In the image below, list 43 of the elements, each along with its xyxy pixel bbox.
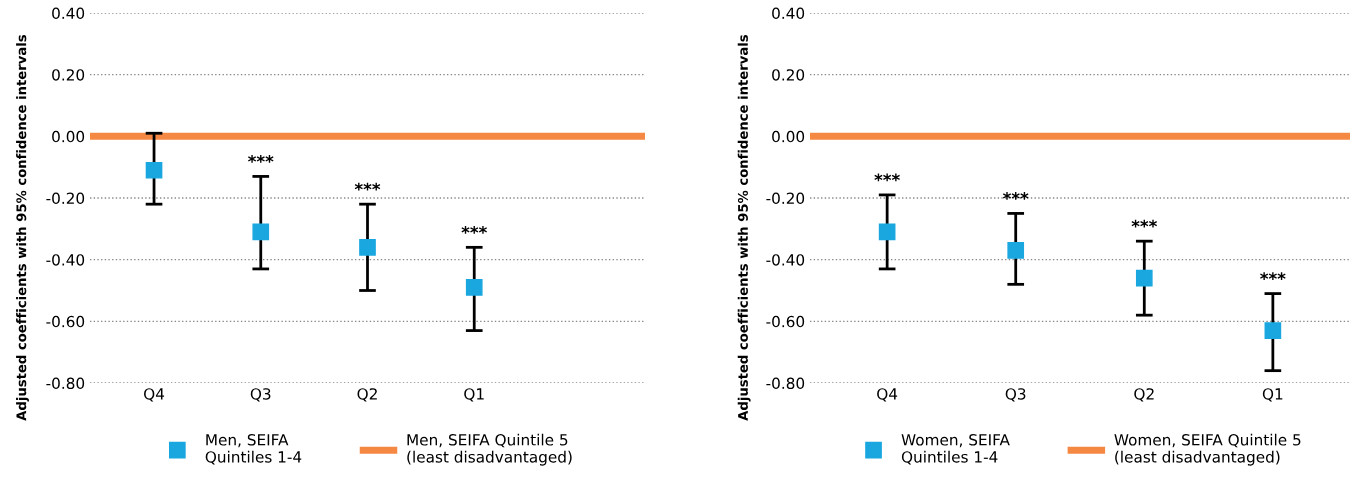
annotation: *** <box>1131 219 1158 228</box>
y-tick-label: 0.40 <box>772 7 805 20</box>
point <box>252 223 270 241</box>
y-tick-label: -0.60 <box>46 315 85 328</box>
y-tick-label: 0.20 <box>52 69 85 81</box>
annotation: *** <box>1002 192 1029 200</box>
point <box>465 279 483 296</box>
x-tick-label: Q3 <box>1005 388 1026 402</box>
y-tick-label: 0.00 <box>52 130 85 143</box>
x-tick-label: Q1 <box>1262 388 1283 402</box>
y-tick-label: -0.40 <box>46 254 85 266</box>
annotation: *** <box>354 182 381 191</box>
legend-label: Women, SEIFA Quintile 5 (least disadvantaged) <box>1114 433 1301 466</box>
x-tick-label: Q3 <box>250 388 271 402</box>
x-tick-label: Q4 <box>877 388 898 402</box>
x-tick-label: Q1 <box>464 388 484 402</box>
y-tick-label: -0.20 <box>766 192 805 205</box>
y-tick-label: -0.60 <box>766 315 805 328</box>
x-tick-label: Q4 <box>144 388 165 402</box>
legend-label: Women, SEIFA Quintiles 1-4 <box>901 434 1010 465</box>
x-tick-label: Q2 <box>1134 388 1154 402</box>
legend-label: Men, SEIFA Quintile 5 (least disadvantaged) <box>407 433 572 466</box>
y-tick-label: -0.80 <box>766 377 805 390</box>
point <box>1135 269 1153 287</box>
y-tick-label: 0.40 <box>52 7 85 20</box>
annotation: *** <box>1260 272 1286 280</box>
point <box>145 161 163 179</box>
y-tick-label: 0.20 <box>772 69 805 81</box>
y-tick-label: -0.80 <box>46 377 85 390</box>
point <box>878 223 896 241</box>
annotation: *** <box>874 173 900 182</box>
y-tick-label: -0.40 <box>766 254 805 266</box>
point <box>1007 242 1025 259</box>
y-tick-label: -0.20 <box>46 192 85 205</box>
y-axis-title: Adjusted coefficients with 95% confidence intervals <box>16 35 29 421</box>
x-tick-label: Q2 <box>357 388 377 402</box>
y-axis-title: Adjusted coefficients with 95% confidence intervals <box>737 35 751 421</box>
y-tick-label: 0.00 <box>772 130 805 143</box>
point <box>359 238 376 256</box>
point <box>1264 322 1282 339</box>
annotation: *** <box>248 155 274 163</box>
annotation: *** <box>461 225 487 234</box>
legend-label: Men, SEIFA Quintiles 1-4 <box>205 434 302 465</box>
